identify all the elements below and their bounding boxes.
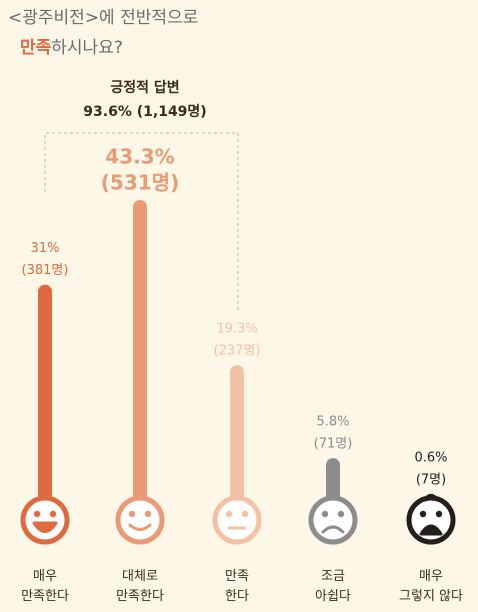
eye <box>435 510 443 518</box>
value-label: 5.8% <box>316 415 349 430</box>
face <box>115 495 165 545</box>
eye <box>419 510 427 518</box>
eye <box>144 510 152 518</box>
eye <box>321 510 329 518</box>
count-label: (7명) <box>416 472 446 487</box>
annotation-value: 93.6% (1,149명) <box>83 103 206 120</box>
value-label: 31% <box>31 241 60 256</box>
eye <box>241 510 249 518</box>
value-label: 19.3% <box>216 322 257 337</box>
count-label: (237명) <box>214 344 261 359</box>
category-label: 조금 아쉽다 <box>315 569 351 604</box>
category-label: 매우 만족한다 <box>21 569 69 604</box>
count-label: (71명) <box>314 437 353 452</box>
value-label: 0.6% <box>414 450 447 465</box>
eye <box>33 510 41 518</box>
face <box>20 495 70 545</box>
eye <box>128 510 136 518</box>
bar <box>230 365 244 520</box>
bar <box>38 284 52 520</box>
count-label: (531명) <box>101 171 179 195</box>
chart-subtitle: 만족하시나요? <box>20 38 123 58</box>
count-label: (381명) <box>22 263 69 278</box>
category-label: 대체로 만족한다 <box>116 569 164 604</box>
eye <box>225 510 233 518</box>
subtitle-highlight: 만족 <box>20 38 52 58</box>
mouth <box>32 521 58 533</box>
eye <box>49 510 57 518</box>
mouth <box>321 525 345 534</box>
annotation-title: 긍정적 답변 <box>110 79 179 96</box>
value-label: 43.3% <box>105 145 174 169</box>
category-label: 매우 그렇지 않다 <box>399 569 463 604</box>
bar <box>133 200 147 520</box>
eye <box>337 510 345 518</box>
chart-title: <광주비전>에 전반적으로 <box>8 8 198 28</box>
category-label: 만족 한다 <box>225 569 249 604</box>
face <box>406 495 456 545</box>
mouth <box>419 524 443 536</box>
face <box>212 495 262 545</box>
subtitle-rest: 하시나요? <box>51 38 123 58</box>
face <box>308 495 358 545</box>
mouth <box>128 523 152 531</box>
